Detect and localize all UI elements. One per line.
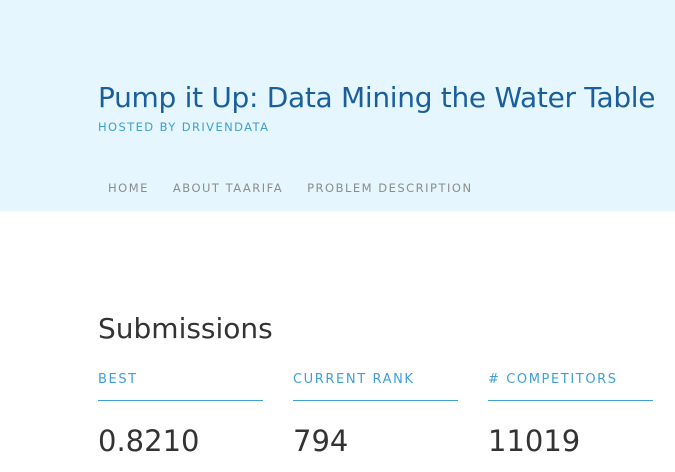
nav-item-home[interactable]: HOME — [108, 181, 149, 195]
competition-header: Pump it Up: Data Mining the Water Table … — [0, 0, 675, 211]
host-label: HOSTED BY DRIVENDATA — [98, 120, 270, 134]
nav-item-about-taarifa[interactable]: ABOUT TAARIFA — [172, 181, 284, 195]
stat-label-competitors: # COMPETITORS — [488, 370, 653, 401]
stat-value-competitors: 11019 — [488, 424, 581, 458]
competition-nav: HOME ABOUT TAARIFA PROBLEM DESCRIPTION — [96, 178, 485, 198]
submissions-title: Submissions — [98, 312, 273, 345]
stat-competitors: # COMPETITORS 11019 — [488, 370, 653, 461]
stat-best: BEST 0.8210 — [98, 370, 263, 461]
stat-value-best: 0.8210 — [98, 424, 200, 458]
competition-title[interactable]: Pump it Up: Data Mining the Water Table — [98, 81, 656, 114]
stat-label-best: BEST — [98, 370, 263, 401]
nav-item-problem-description[interactable]: PROBLEM DESCRIPTION — [307, 181, 473, 195]
stat-current-rank: CURRENT RANK 794 — [293, 370, 458, 461]
stat-label-current-rank: CURRENT RANK — [293, 370, 458, 401]
stat-value-current-rank: 794 — [293, 424, 349, 458]
